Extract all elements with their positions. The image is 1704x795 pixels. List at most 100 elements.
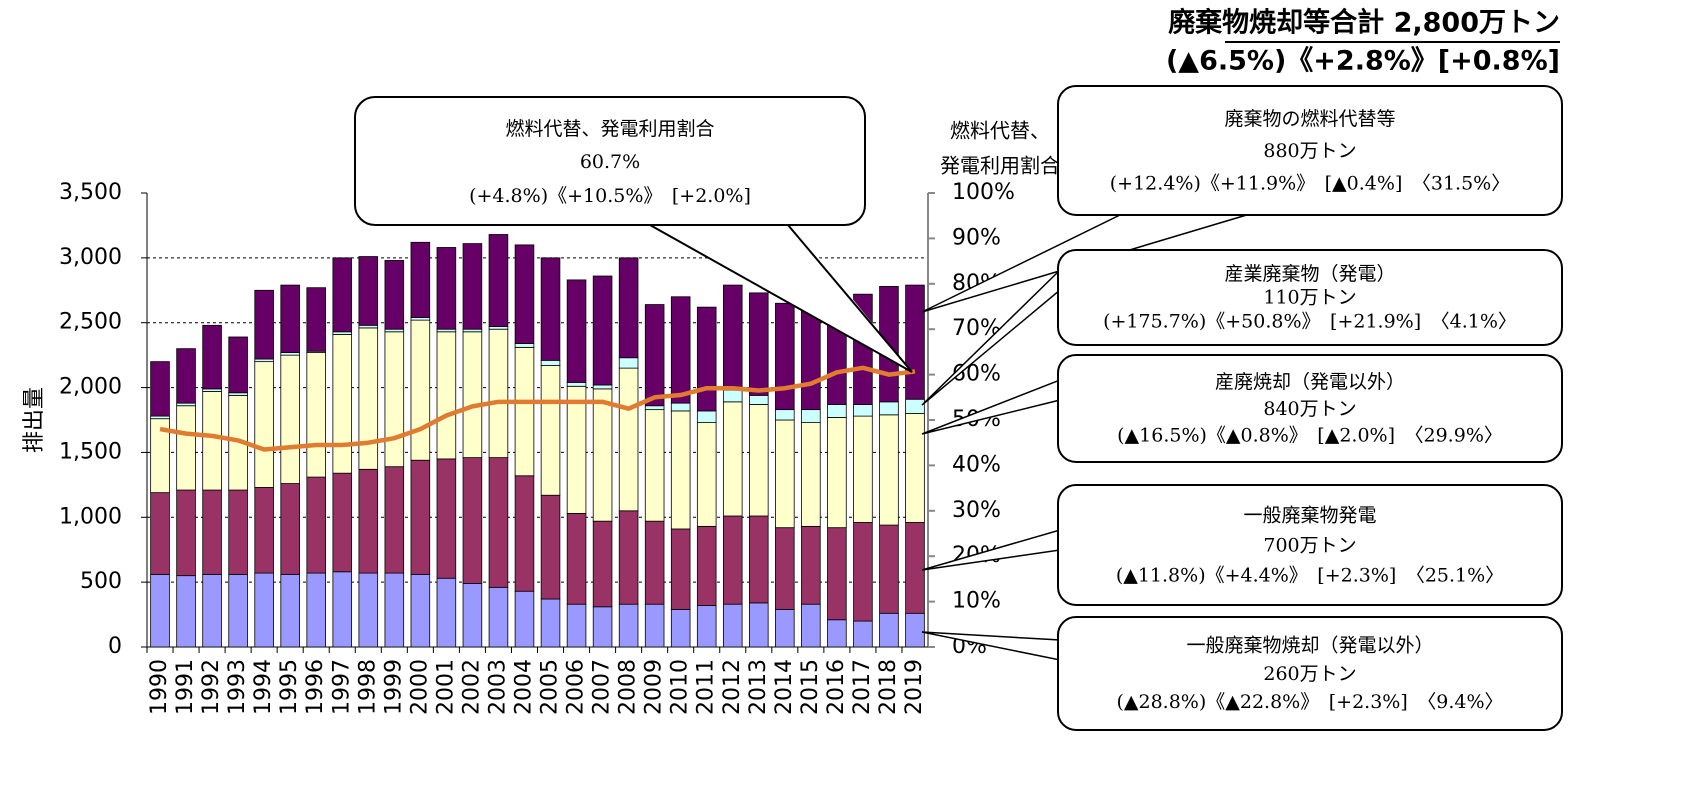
callout-title: 一般廃棄物発電: [1243, 505, 1376, 527]
bar-segment: [775, 409, 795, 421]
bar-segment: [514, 590, 535, 648]
bar-segment: [358, 468, 379, 574]
bar-segment: [488, 234, 509, 328]
bar-segment: [332, 257, 353, 333]
bar-segment: [905, 522, 925, 614]
bar-segment: [592, 388, 613, 522]
bar-segment: [696, 306, 717, 412]
bar-segment: [722, 284, 743, 391]
bar-segment: [254, 361, 274, 488]
bar-segment: [436, 458, 457, 579]
bar-segment: [306, 287, 326, 352]
x-tick-label: 1994: [251, 659, 276, 715]
x-tick-label: 2006: [564, 659, 589, 715]
x-tick-label: 2011: [694, 659, 719, 715]
bar-segment: [644, 409, 665, 522]
bar-segment: [462, 243, 483, 330]
bar-segment: [775, 608, 795, 648]
bar-segment: [436, 247, 457, 330]
bar-segment: [670, 402, 691, 412]
bar-segment: [775, 302, 795, 411]
y-tick-label: 1,000: [59, 504, 122, 529]
bar-segment: [905, 398, 925, 414]
bar-segment: [670, 608, 691, 648]
y-tick-label: 1,500: [59, 439, 122, 464]
bar-segment: [332, 571, 353, 648]
callout-box: [1057, 249, 1563, 346]
y2-tick-label: 100%: [952, 180, 1015, 205]
bar-segment: [775, 419, 795, 529]
bar-segment: [488, 586, 509, 648]
chart-title: 廃棄物焼却等合計 2,800万トン: [1168, 7, 1560, 39]
callout-box: [354, 96, 866, 226]
bar-segment: [436, 331, 457, 460]
callout-box: [1057, 354, 1563, 463]
bar-segment: [514, 244, 535, 344]
bar-segment: [644, 520, 665, 605]
bar-segment: [462, 583, 483, 648]
bar-segment: [306, 352, 326, 478]
bar-segment: [514, 343, 535, 348]
x-tick-label: 1995: [277, 659, 302, 715]
bar-segment: [618, 257, 639, 359]
y-tick-label: 2,000: [59, 375, 122, 400]
x-tick-label: 2010: [668, 659, 693, 715]
bar-segment: [566, 381, 587, 387]
bar-segment: [827, 404, 847, 418]
bar-segment: [150, 492, 170, 575]
bar-segment: [358, 256, 379, 326]
bar-segment: [775, 527, 795, 610]
bar-segment: [410, 459, 431, 575]
bar-segment: [540, 359, 561, 366]
bar-segment: [566, 603, 587, 648]
bar-segment: [801, 422, 821, 527]
bar-segment: [228, 489, 248, 575]
x-tick-label: 2016: [824, 659, 849, 715]
bar-segment: [176, 405, 196, 491]
x-tick-label: 2000: [407, 659, 432, 715]
bar-segment: [618, 367, 639, 512]
bar-segment: [176, 489, 196, 577]
callout-changes: (+12.4%)《+11.9%》 [▲0.4%] 〈31.5%〉: [1110, 172, 1510, 194]
x-tick-label: 1998: [355, 659, 380, 715]
chart-subtitle: (▲6.5%)《+2.8%》[+0.8%]: [1166, 46, 1560, 77]
bar-segment: [749, 394, 769, 405]
x-tick-label: 1991: [173, 659, 198, 715]
y-tick-label: 500: [80, 569, 122, 594]
bar-segment: [749, 292, 769, 396]
bar-segment: [801, 309, 821, 411]
bar-segment: [462, 457, 483, 584]
bar-segment: [202, 391, 222, 491]
x-tick-label: 1996: [303, 659, 328, 715]
bar-segment: [722, 389, 743, 403]
bar-segment: [722, 603, 743, 648]
bar-segment: [801, 603, 821, 648]
bar-segment: [540, 365, 561, 496]
bar-segment: [514, 475, 535, 592]
callout-value: 700万トン: [1263, 535, 1356, 557]
y2-tick-label: 30%: [952, 498, 1001, 523]
bar-segment: [644, 603, 665, 648]
bar-segment: [280, 354, 300, 484]
x-tick-label: 1992: [199, 659, 224, 715]
x-tick-label: 2008: [616, 659, 641, 715]
x-tick-label: 2004: [511, 659, 536, 715]
pointer: [649, 224, 913, 373]
y-tick-label: 3,500: [59, 180, 122, 205]
bar-segment: [332, 333, 353, 474]
bar-segment: [670, 296, 691, 404]
bar-segment: [280, 573, 300, 648]
bar-segment: [853, 415, 873, 523]
bar-segment: [228, 573, 248, 648]
x-tick-label: 2007: [590, 659, 615, 715]
bar-segment: [905, 284, 925, 400]
y-tick-label: 3,000: [59, 245, 122, 270]
bar-segment: [696, 422, 717, 527]
bar-segment: [592, 275, 613, 386]
callout-changes: (+175.7%)《+50.8%》 [+21.9%] 〈4.1%〉: [1103, 310, 1517, 332]
x-tick-label: 2019: [902, 659, 927, 715]
y2-tick-label: 10%: [952, 589, 1001, 614]
bar-segment: [722, 515, 743, 605]
line-series: [159, 365, 916, 452]
x-tick-label: 2015: [798, 659, 823, 715]
